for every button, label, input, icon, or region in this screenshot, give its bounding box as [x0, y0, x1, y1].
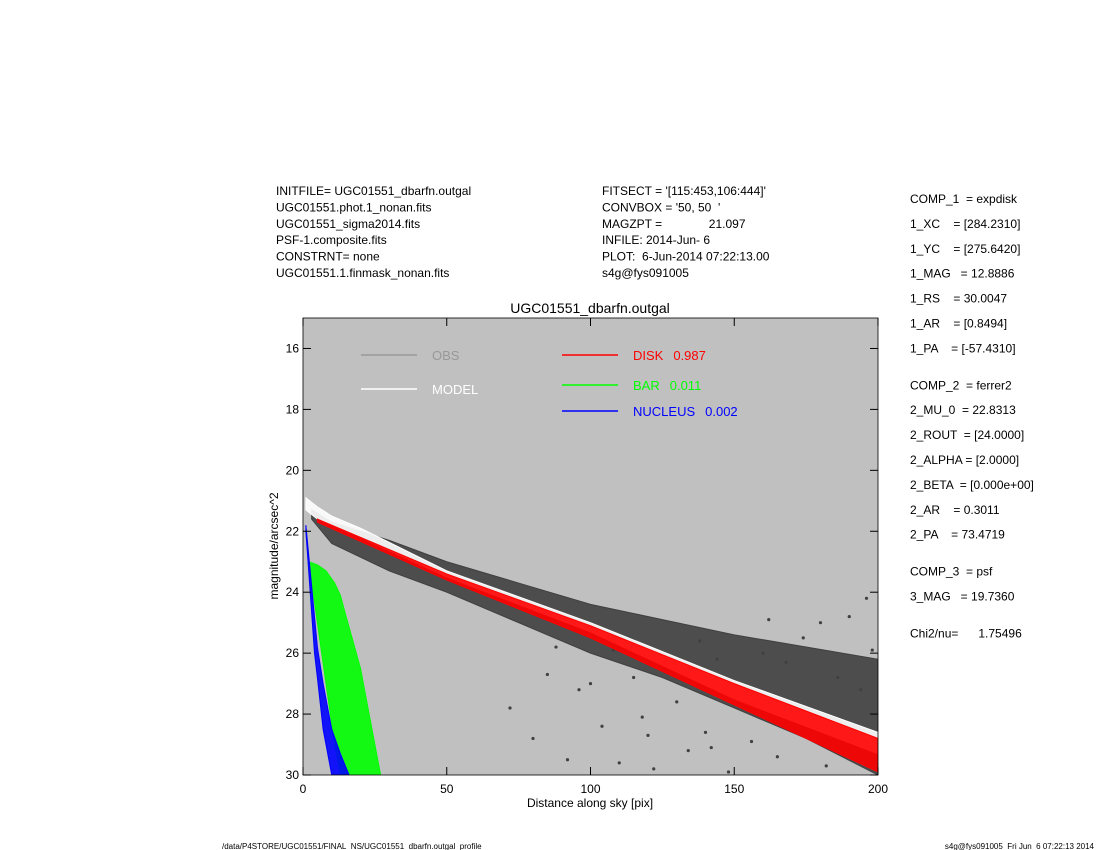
x-tick-label: 150 [724, 782, 744, 796]
param-line: 1_MAG = 12.8886 [910, 267, 1015, 281]
header-line: PLOT: 6-Jun-2014 07:22:13.00 [602, 250, 770, 264]
param-line: 2_ALPHA = [2.0000] [910, 453, 1019, 467]
x-tick-label: 200 [868, 782, 888, 796]
param-line: 1_YC = [275.6420] [910, 242, 1020, 256]
data-point [545, 672, 549, 677]
series-band [305, 525, 350, 775]
data-point [709, 745, 713, 750]
param-line: 2_AR = 0.3011 [910, 503, 1000, 517]
data-point [577, 688, 581, 692]
data-point [632, 675, 636, 680]
header-line: INITFILE= UGC01551_dbarfn.outgal [276, 184, 471, 198]
legend-name: DISK [633, 348, 664, 363]
param-line: Chi2/nu= 1.75496 [910, 626, 1022, 640]
data-point [698, 639, 702, 643]
chart-title: UGC01551_dbarfn.outgal [510, 300, 670, 316]
data-point [686, 749, 690, 753]
header-line: FITSECT = '[115:453,106:444]' [602, 184, 766, 198]
param-line: 1_PA = [-57.4310] [910, 341, 1016, 355]
legend-name: MODEL [432, 382, 478, 397]
data-point [864, 596, 869, 600]
data-point [588, 682, 593, 686]
legend-label: MODEL [432, 382, 478, 397]
data-point [554, 645, 558, 649]
data-point [652, 767, 656, 771]
param-line: 2_ROUT = [24.0000] [910, 428, 1024, 442]
x-tick-label: 50 [440, 782, 454, 796]
header-line: INFILE: 2014-Jun- 6 [602, 233, 710, 247]
legend-name: BAR [633, 378, 660, 393]
header-line: MAGZPT = 21.097 [602, 217, 746, 231]
footer-right: s4g@fys091005 Fri Jun 6 07:22:13 2014 [945, 842, 1095, 850]
param-line: 2_MU_0 = 22.8313 [910, 403, 1016, 417]
data-point [600, 724, 604, 728]
param-line: COMP_2 = ferrer2 [910, 378, 1012, 392]
header-line: PSF-1.composite.fits [276, 233, 387, 247]
legend-fraction: 0.002 [705, 404, 738, 419]
x-tick-label: 100 [580, 782, 600, 796]
param-line: 2_PA = 73.4719 [910, 528, 1005, 542]
param-line: COMP_1 = expdisk [910, 192, 1018, 206]
data-point [775, 755, 779, 759]
y-tick-label: 16 [286, 341, 300, 355]
data-point [818, 621, 823, 625]
data-point [703, 730, 708, 734]
y-tick-label: 20 [286, 463, 300, 477]
data-point [508, 706, 512, 710]
legend-label: OBS [432, 348, 460, 363]
param-line: 3_MAG = 19.7360 [910, 590, 1015, 604]
y-tick-label: 22 [286, 524, 300, 538]
data-point [646, 733, 650, 737]
data-point [767, 618, 771, 622]
param-line: 1_XC = [284.2310] [910, 217, 1020, 231]
y-tick-label: 18 [286, 402, 300, 416]
legend-fraction: 0.987 [673, 348, 706, 363]
header-line: UGC01551.phot.1_nonan.fits [276, 200, 431, 214]
y-tick-label: 24 [286, 585, 300, 599]
param-line: COMP_3 = psf [910, 565, 993, 579]
header-line: UGC01551.1.finmask_nonan.fits [276, 266, 449, 280]
data-point [675, 700, 679, 704]
data-point [749, 739, 754, 744]
legend-name: OBS [432, 348, 460, 363]
legend-label: DISK 0.987 [633, 348, 706, 363]
data-point [640, 715, 644, 719]
data-point [617, 761, 621, 765]
legend-fraction: 0.011 [670, 378, 702, 393]
y-tick-label: 30 [286, 768, 300, 782]
series-band [316, 518, 878, 773]
header-line: CONSTRNT= none [276, 250, 380, 264]
data-point [726, 770, 731, 774]
param-line: 2_BETA = [0.000e+00] [910, 478, 1034, 492]
data-point [715, 657, 719, 661]
legend-name: NUCLEUS [633, 404, 695, 419]
legend-label: BAR 0.011 [633, 378, 701, 393]
y-tick-label: 28 [286, 707, 300, 721]
param-line: 1_AR = [0.8494] [910, 317, 1007, 331]
data-point [859, 688, 863, 692]
data-point [870, 648, 874, 652]
data-point [784, 660, 788, 664]
plot-marks [305, 496, 878, 775]
header-line: s4g@fys091005 [602, 266, 689, 280]
data-point [531, 736, 535, 741]
y-axis-label: magnitude/arcsec^2 [267, 492, 281, 599]
data-point [761, 651, 765, 655]
data-point [824, 764, 828, 768]
header-line: UGC01551_sigma2014.fits [276, 217, 420, 231]
series-band [308, 560, 382, 775]
footer-left: /data/P4STORE/UGC01551/FINAL_NS/UGC01551… [222, 842, 482, 850]
data-point [847, 614, 851, 619]
y-tick-label: 26 [286, 646, 300, 660]
x-tick-label: 0 [300, 782, 307, 796]
data-point [836, 675, 840, 680]
data-point [565, 758, 570, 762]
data-point [801, 636, 805, 640]
x-axis-label: Distance along sky [pix] [527, 796, 653, 810]
param-line: 1_RS = 30.0047 [910, 292, 1007, 306]
header-line: CONVBOX = '50, 50 ' [602, 200, 720, 214]
legend-label: NUCLEUS 0.002 [633, 404, 738, 419]
